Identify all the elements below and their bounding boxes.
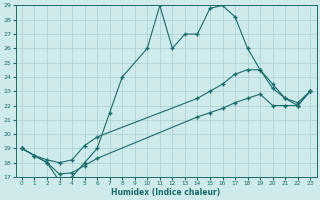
X-axis label: Humidex (Indice chaleur): Humidex (Indice chaleur)	[111, 188, 221, 197]
